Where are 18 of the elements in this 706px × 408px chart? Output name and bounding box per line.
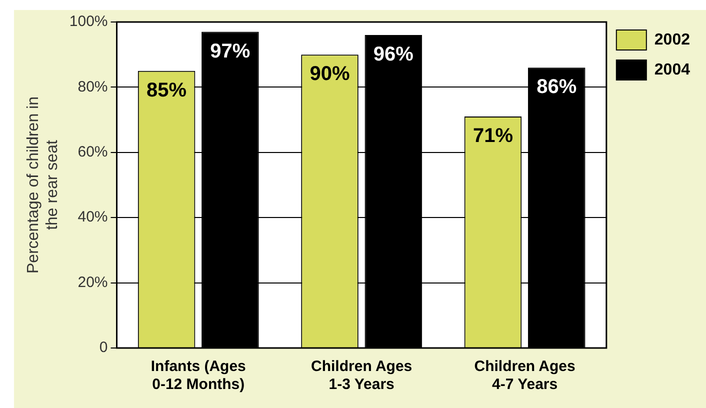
x-tick-label: Infants (Ages 0-12 Months)	[150, 358, 246, 394]
data-label: 71%	[472, 125, 514, 148]
y-tick-label: 0	[99, 339, 108, 356]
legend-label: 2004	[654, 61, 690, 78]
y-tick-label: 80%	[78, 78, 108, 96]
legend-label: 2002	[654, 31, 690, 48]
data-label: 85%	[146, 79, 187, 102]
y-tick-label: 60%	[78, 144, 108, 161]
data-label: 96%	[373, 44, 414, 66]
y-tick-label: 100%	[69, 13, 108, 30]
y-axis-title: Percentage of children in the rear seat	[25, 96, 62, 274]
data-label: 97%	[210, 40, 250, 62]
y-tick-label: 20%	[78, 274, 108, 291]
x-tick-label: Children Ages 1-3 Years	[311, 358, 412, 394]
x-tick-label: Children Ages 4-7 Years	[474, 358, 576, 394]
data-label: 90%	[310, 63, 350, 86]
data-label: 86%	[536, 76, 577, 98]
y-tick-label: 40%	[78, 208, 108, 226]
